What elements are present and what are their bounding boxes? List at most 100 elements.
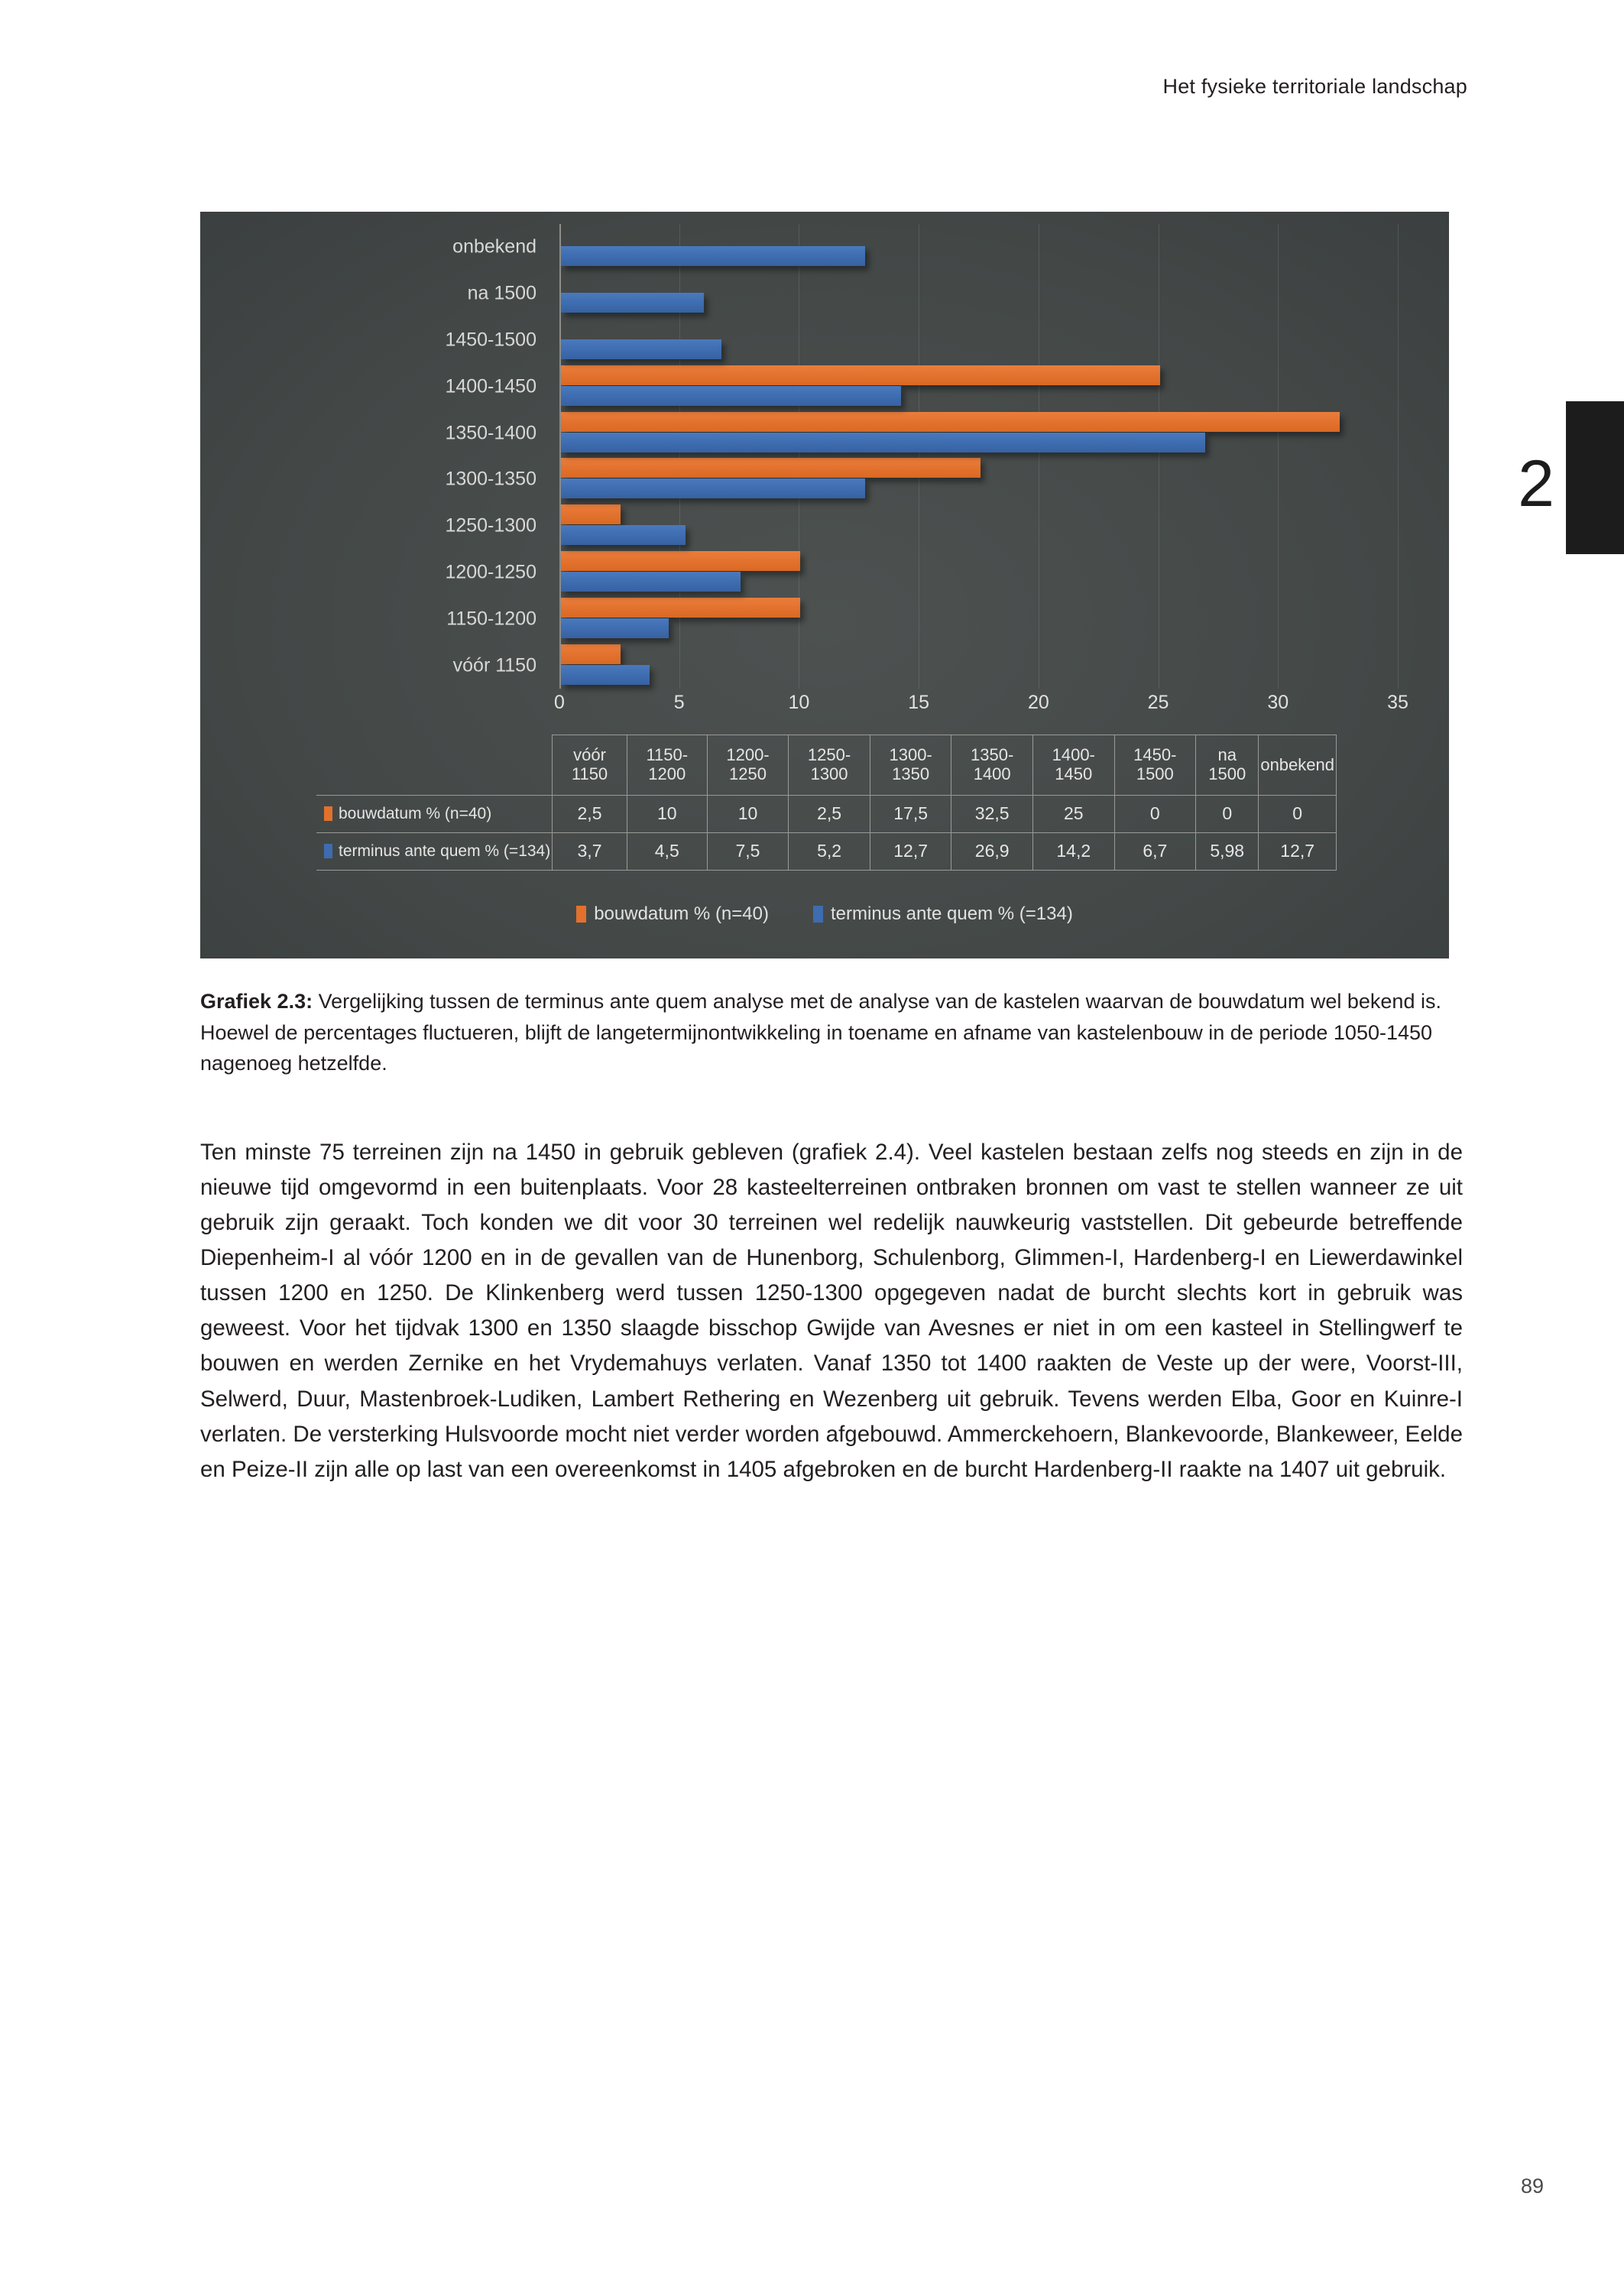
table-row-header: bouwdatum % (n=40) xyxy=(316,795,553,833)
chart-data-table-body: bouwdatum % (n=40) 2,5 10 10 2,5 17,5 32,5 25 0 0… xyxy=(316,795,1337,871)
legend-color-key-icon xyxy=(812,906,823,923)
table-header-row: vóór 1150 1150-1200 1200-1250 1250-1300 1300… xyxy=(316,735,1337,796)
chart-category-label: onbekend xyxy=(452,235,536,258)
table-cell: 0 xyxy=(1195,795,1259,833)
table-column-header: 1150-1200 xyxy=(626,735,708,796)
chart-bar-bouwdatum xyxy=(561,458,981,478)
chart-legend: bouwdatum % (n=40) terminus ante quem % (… xyxy=(200,903,1449,925)
chart-x-tick: 30 xyxy=(1267,692,1289,713)
figure-caption-text: Vergelijking tussen de terminus ante que… xyxy=(200,990,1441,1075)
chart-gridline xyxy=(1278,224,1279,689)
chart-category-label: 1300-1350 xyxy=(445,468,536,490)
chart-category-label: 1450-1500 xyxy=(445,329,536,351)
chart-category-label: 1350-1400 xyxy=(445,422,536,444)
chart-bar-terminus-ante-quem xyxy=(561,293,705,313)
table-cell: 32,5 xyxy=(951,795,1033,833)
figure-caption: Grafiek 2.3: Vergelijking tussen de term… xyxy=(200,986,1463,1079)
table-column-header: na 1500 xyxy=(1195,735,1259,796)
chart-x-tick: 20 xyxy=(1027,692,1049,713)
table-row-header: terminus ante quem % (=134) xyxy=(316,832,553,871)
table-column-header: 1200-1250 xyxy=(706,735,789,796)
table-column-header: vóór 1150 xyxy=(552,735,627,796)
table-cell: 12,7 xyxy=(1258,832,1337,871)
legend-color-key-icon xyxy=(576,906,587,923)
chart-data-table: vóór 1150 1150-1200 1200-1250 1250-1300 1300… xyxy=(316,735,1337,871)
chart-bar-bouwdatum xyxy=(561,551,801,571)
table-cell: 0 xyxy=(1258,795,1337,833)
chart-category-label: 1150-1200 xyxy=(446,608,536,630)
chart-gridline xyxy=(1398,224,1399,689)
chapter-thumb-tab xyxy=(1566,401,1624,554)
table-cell: 12,7 xyxy=(869,832,952,871)
chart-bar-terminus-ante-quem xyxy=(561,572,741,592)
chart-gridline xyxy=(679,224,680,689)
chart-bar-bouwdatum xyxy=(561,365,1160,385)
table-cell: 4,5 xyxy=(626,832,708,871)
chart-bar-terminus-ante-quem xyxy=(561,339,721,359)
table-cell: 2,5 xyxy=(788,795,870,833)
chart-legend-item: bouwdatum % (n=40) xyxy=(576,903,769,925)
chart-bar-terminus-ante-quem xyxy=(561,246,866,267)
chart-value-axis-line xyxy=(559,224,561,689)
table-cell: 25 xyxy=(1032,795,1115,833)
running-head: Het fysieke territoriale landschap xyxy=(1162,75,1467,98)
table-cell: 3,7 xyxy=(552,832,627,871)
chart-legend-label: terminus ante quem % (=134) xyxy=(830,903,1073,924)
chart-bar-bouwdatum xyxy=(561,597,801,618)
figure-caption-label: Grafiek 2.3: xyxy=(200,990,313,1013)
chart-x-tick: 35 xyxy=(1387,692,1408,713)
chart-legend-label: bouwdatum % (n=40) xyxy=(594,903,769,924)
series-color-swatch-icon xyxy=(324,844,332,859)
chart-category-label: 1400-1450 xyxy=(445,375,536,397)
table-cell: 14,2 xyxy=(1032,832,1115,871)
chart-bar-bouwdatum xyxy=(561,411,1340,432)
chart-legend-item: terminus ante quem % (=134) xyxy=(812,903,1073,925)
table-cell: 5,2 xyxy=(788,832,870,871)
chart-x-tick: 5 xyxy=(673,692,685,713)
chart-data-table-head: vóór 1150 1150-1200 1200-1250 1250-1300 1300… xyxy=(316,735,1337,796)
table-column-header: 1400-1450 xyxy=(1032,735,1115,796)
table-column-header: 1450-1500 xyxy=(1113,735,1197,796)
chapter-number: 2 xyxy=(1518,447,1554,521)
table-cell: 10 xyxy=(626,795,708,833)
table-cell: 26,9 xyxy=(951,832,1033,871)
table-cell: 2,5 xyxy=(552,795,627,833)
chart-x-tick: 15 xyxy=(908,692,930,713)
chart-plot-area: vóór 1150 1150-1200 1200-1250 1250-1300 1300… xyxy=(200,224,1449,689)
chart-bar-terminus-ante-quem xyxy=(561,478,866,499)
table-cell: 7,5 xyxy=(706,832,789,871)
chart-bars-area xyxy=(559,224,1399,689)
chart-x-tick: 25 xyxy=(1147,692,1169,713)
chart-category-label: vóór 1150 xyxy=(452,654,536,676)
chart-bar-terminus-ante-quem xyxy=(561,664,650,685)
chart-bar-bouwdatum xyxy=(561,504,621,525)
table-cell: 10 xyxy=(706,795,789,833)
chart-bar-bouwdatum xyxy=(561,644,621,664)
table-column-header: 1300-1350 xyxy=(869,735,952,796)
page-number: 89 xyxy=(1520,2175,1545,2197)
table-cell: 5,98 xyxy=(1195,832,1259,871)
chart-x-tick-labels: 0 5 10 15 20 25 30 35 xyxy=(554,692,1408,724)
table-corner-cell xyxy=(316,735,553,796)
table-row: bouwdatum % (n=40) 2,5 10 10 2,5 17,5 32,5 25 0 0… xyxy=(316,795,1337,833)
table-cell: 0 xyxy=(1113,795,1197,833)
chart-category-label: 1200-1250 xyxy=(445,561,536,583)
chart-bar-terminus-ante-quem xyxy=(561,618,669,638)
table-column-header: 1350-1400 xyxy=(951,735,1033,796)
body-paragraph: Ten minste 75 terreinen zijn na 1450 in … xyxy=(200,1139,1463,1482)
chart-bar-terminus-ante-quem xyxy=(561,385,902,406)
chart-bar-terminus-ante-quem xyxy=(561,432,1206,452)
chart-bar-terminus-ante-quem xyxy=(561,525,686,546)
series-color-swatch-icon xyxy=(324,806,332,822)
chart-x-tick: 10 xyxy=(788,692,810,713)
table-cell: 17,5 xyxy=(869,795,952,833)
table-cell: 6,7 xyxy=(1113,832,1197,871)
chart-category-axis: vóór 1150 1150-1200 1200-1250 1250-1300 1300… xyxy=(200,224,553,689)
chart-category-label: na 1500 xyxy=(467,282,536,304)
table-column-header: onbekend xyxy=(1258,735,1337,796)
chart-figure: vóór 1150 1150-1200 1200-1250 1250-1300 1300… xyxy=(200,212,1449,958)
table-row: terminus ante quem % (=134) 3,7 4,5 7,5 5,2 1… xyxy=(316,832,1337,871)
chart-x-tick: 0 xyxy=(554,692,565,713)
chart-category-label: 1250-1300 xyxy=(445,514,536,537)
table-column-header: 1250-1300 xyxy=(788,735,870,796)
